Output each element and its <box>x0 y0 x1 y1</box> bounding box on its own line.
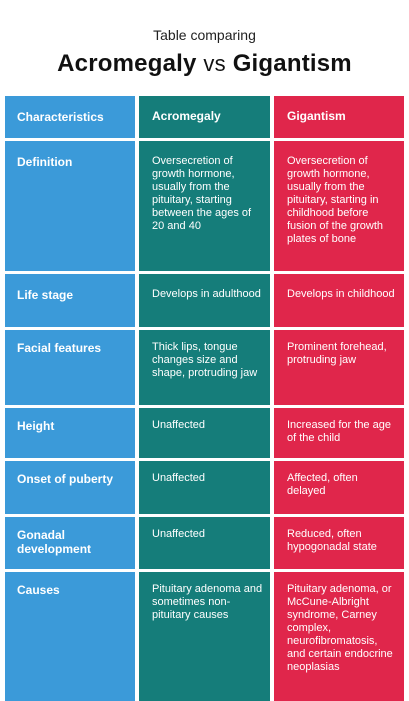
acromegaly-height: Unaffected <box>152 419 206 431</box>
gigantism-life-stage: Develops in childhood <box>287 288 395 300</box>
acromegaly-facial-features: Thick lips, tongue changes size and shap… <box>152 341 258 379</box>
row-divider <box>5 405 404 408</box>
row-label-height: Height <box>17 419 55 433</box>
page-subtitle: Table comparing <box>153 27 256 43</box>
row-divider <box>5 327 404 330</box>
row-label-gonadal-development: Gonadal development <box>17 528 92 556</box>
acromegaly-causes: Pituitary adenoma and sometimes non-pitu… <box>152 583 263 621</box>
gigantism-column <box>274 96 404 701</box>
row-divider <box>5 458 404 461</box>
title-acromegaly: Acromegaly <box>57 50 197 77</box>
gigantism-onset-of-puberty: Affected, often delayed <box>287 472 358 497</box>
gigantism-causes: Pituitary adenoma, or McCune-Albright sy… <box>287 583 393 673</box>
title-vs: vs <box>203 51 226 76</box>
header-characteristics: Characteristics <box>17 110 104 124</box>
row-label-life-stage: Life stage <box>17 288 74 302</box>
row-label-facial-features: Facial features <box>17 341 102 355</box>
row-label-causes: Causes <box>17 583 60 597</box>
acromegaly-gonadal-development: Unaffected <box>152 528 206 540</box>
gigantism-gonadal-development: Reduced, often hypogonadal state <box>287 528 377 553</box>
acromegaly-onset-of-puberty: Unaffected <box>152 472 206 484</box>
acromegaly-column <box>139 96 270 701</box>
gigantism-facial-features: Prominent forehead, protruding jaw <box>287 341 387 366</box>
characteristics-column <box>5 96 135 701</box>
header-acromegaly: Acromegaly <box>152 109 221 123</box>
page-title: Acromegaly vs Gigantism <box>0 50 409 78</box>
acromegaly-definition: Oversecretion of growth hormone, usually… <box>152 155 252 232</box>
header-gigantism: Gigantism <box>287 109 346 123</box>
row-label-definition: Definition <box>17 155 73 169</box>
acromegaly-life-stage: Develops in adulthood <box>152 288 261 300</box>
header: Table comparing Acromegaly vs Gigantism <box>0 0 409 96</box>
row-label-onset-of-puberty: Onset of puberty <box>17 472 114 486</box>
row-divider <box>5 514 404 517</box>
gigantism-definition: Oversecretion of growth hormone, usually… <box>287 155 384 245</box>
comparison-table: Characteristics Acromegaly Gigantism Def… <box>0 96 409 701</box>
title-gigantism: Gigantism <box>232 50 352 77</box>
row-divider <box>5 138 404 141</box>
row-divider <box>5 569 404 572</box>
gigantism-height: Increased for the age of the child <box>287 419 391 444</box>
row-divider <box>5 271 404 274</box>
